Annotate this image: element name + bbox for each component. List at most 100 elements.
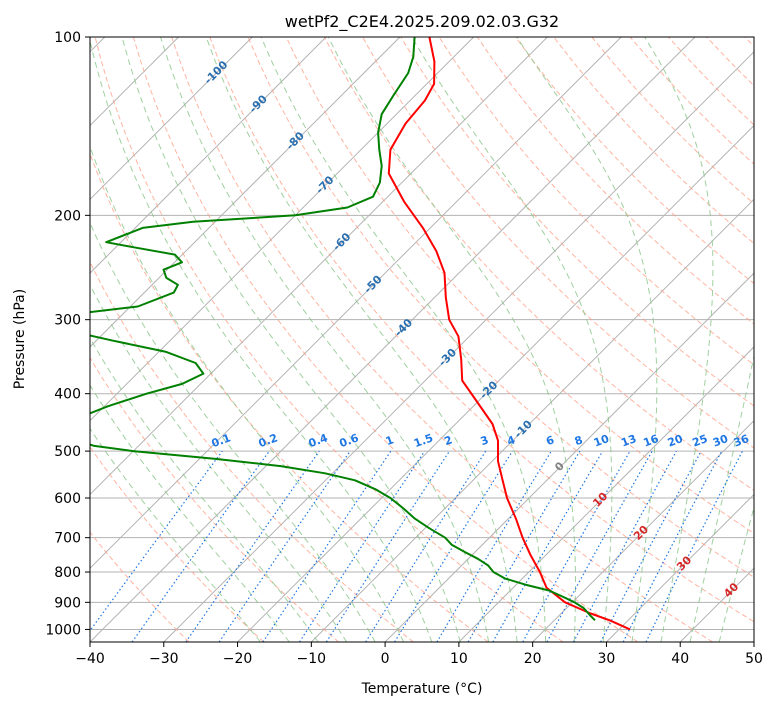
plot-area: 0.1 0.2 0.4 0.6 1 1.5 2 3 4 6 8 10 13 16 20 25 30 36-100-…: [90, 37, 754, 642]
y-tick-label: 200: [54, 208, 81, 224]
isotherm-line: [90, 37, 696, 642]
mixing-ratio-label: 0.4: [307, 431, 330, 450]
x-tick-label: −10: [297, 651, 327, 667]
x-tick-label: 30: [598, 651, 616, 667]
dry-adiabat-line: [209, 37, 754, 623]
isotherm-line: [90, 37, 327, 274]
mixing-ratio-label: 0.2: [257, 431, 280, 450]
y-tick-label: 400: [54, 387, 81, 403]
isotherm-line: [90, 37, 475, 422]
y-tick-label: 900: [54, 595, 81, 611]
x-tick-label: 40: [671, 651, 689, 667]
dry-adiabat-line: [94, 37, 564, 642]
x-tick-label: 10: [450, 651, 468, 667]
x-tick-label: −40: [75, 651, 105, 667]
y-tick-label: 300: [54, 313, 81, 329]
isotherm-line: [458, 346, 754, 642]
mixing-ratio-label: 30: [711, 432, 730, 450]
mixing-ratio-label: 2: [442, 433, 454, 448]
mixing-ratio-line: [90, 450, 223, 632]
dry-adiabat-line: [90, 356, 339, 642]
dry-adiabat-line: [90, 152, 489, 642]
moist-adiabat-line: [160, 37, 490, 642]
mixing-ratio-label: 16: [642, 432, 661, 450]
mixing-ratio-line: [262, 450, 392, 642]
plot-frame: [89, 36, 755, 643]
moist-adiabat-line: [90, 38, 433, 642]
mixing-ratio-line: [325, 450, 450, 642]
dry-adiabat-line: [90, 446, 265, 642]
y-tick-label: 700: [54, 531, 81, 547]
dry-adiabat-line: [323, 37, 754, 491]
moist-adiabat-line: [90, 337, 319, 642]
dry-adiabat-line: [285, 37, 754, 535]
moist-adiabat-line: [260, 37, 547, 642]
dry-adiabat-line: [362, 37, 754, 449]
mixing-ratio-line: [218, 450, 351, 642]
mixing-ratio-line: [546, 450, 653, 642]
mixing-ratio-line: [185, 450, 320, 642]
y-tick-label: 600: [54, 491, 81, 507]
mixing-ratio-label: 8: [573, 433, 585, 448]
y-axis-label: Pressure (hPa): [12, 289, 28, 389]
moist-adiabat-line: [411, 37, 613, 642]
moist-adiabat-line: [90, 283, 348, 642]
mixing-ratio-label: 6: [544, 433, 556, 448]
isotherm-line: [384, 272, 754, 642]
dewpoint-line: [90, 37, 596, 622]
mixing-ratio-line: [131, 450, 270, 642]
moist-adiabat-line: [516, 37, 658, 642]
y-tick-label: 100: [54, 30, 81, 46]
dry-adiabat-line: [438, 37, 754, 366]
isotherm-line: [90, 37, 548, 496]
isotherm-line: [90, 37, 401, 348]
moist-adiabat-line: [121, 37, 461, 642]
x-axis-label: Temperature (°C): [361, 681, 483, 697]
mixing-ratio-label: 4: [505, 433, 517, 448]
moist-adiabat-line: [327, 37, 576, 642]
mixing-ratio-line: [572, 450, 677, 642]
mixing-ratio-label: 10: [592, 432, 611, 450]
mixing-ratio-label: 3: [479, 433, 491, 448]
dry-adiabat-line: [171, 37, 713, 642]
temperature-line: [387, 37, 631, 631]
moist-adiabat-line: [90, 221, 376, 642]
y-tick-label: 800: [54, 565, 81, 581]
isotherm-line: [163, 51, 754, 642]
x-tick-label: 50: [745, 651, 763, 667]
isotherm-line: [90, 37, 622, 569]
x-tick-label: 20: [524, 651, 542, 667]
mixing-ratio-label: 1: [384, 433, 396, 448]
mixing-ratio-lines: [90, 450, 744, 642]
x-tick-label: 0: [381, 651, 390, 667]
background-lines: [90, 37, 754, 642]
mixing-ratio-label: 1.5: [412, 431, 435, 450]
mixing-ratio-label: 20: [666, 432, 685, 450]
dry-adiabat-line: [515, 37, 754, 285]
mixing-ratio-line: [522, 450, 631, 642]
moist-adiabat-line: [90, 427, 261, 642]
chart-title: wetPf2_C2E4.2025.209.02.03.G32: [285, 12, 559, 32]
mixing-ratio-label: 25: [691, 432, 710, 449]
dry-adiabat-line: [90, 260, 414, 642]
x-axis-ticks: −40 −30 −20 −10 0 10 20 30 40 50: [75, 642, 763, 667]
isotherm-line: [606, 493, 754, 642]
y-tick-label: 500: [54, 444, 81, 460]
x-tick-label: −30: [149, 651, 179, 667]
data-lines: [90, 37, 631, 631]
isotherm-line: [90, 37, 253, 201]
mixing-ratio-label: 36: [732, 432, 751, 450]
mixing-ratio-line: [645, 450, 744, 642]
y-axis-ticks: 100 200 300 400 500 600 700 800 900 1000: [45, 30, 90, 638]
mixing-ratio-line: [394, 450, 513, 642]
mixing-ratio-label: 13: [619, 432, 638, 449]
dry-adiabat-line: [90, 531, 190, 642]
x-tick-label: −20: [223, 651, 253, 667]
dry-adiabat-line: [132, 37, 639, 642]
mixing-ratio-line: [299, 450, 426, 642]
mixing-ratio-label: 0.6: [338, 431, 361, 450]
y-tick-label: 1000: [45, 622, 81, 638]
isotherm-line: [237, 124, 754, 642]
moist-adiabat-line: [644, 37, 714, 642]
